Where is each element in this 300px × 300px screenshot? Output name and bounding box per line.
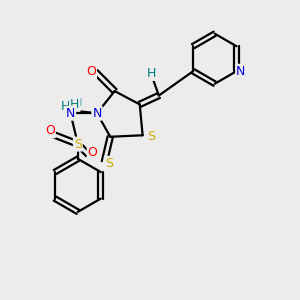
Text: O: O xyxy=(45,124,55,137)
Text: N: N xyxy=(92,107,102,120)
Text: N: N xyxy=(236,65,246,78)
Text: O: O xyxy=(88,146,98,159)
Text: H: H xyxy=(70,98,80,111)
Text: H: H xyxy=(147,67,156,80)
Text: H: H xyxy=(61,100,70,113)
Text: H: H xyxy=(74,98,82,108)
Text: O: O xyxy=(86,65,96,79)
Text: S: S xyxy=(74,138,82,151)
Text: N: N xyxy=(66,107,75,120)
Text: S: S xyxy=(105,157,113,170)
Text: S: S xyxy=(148,130,155,143)
